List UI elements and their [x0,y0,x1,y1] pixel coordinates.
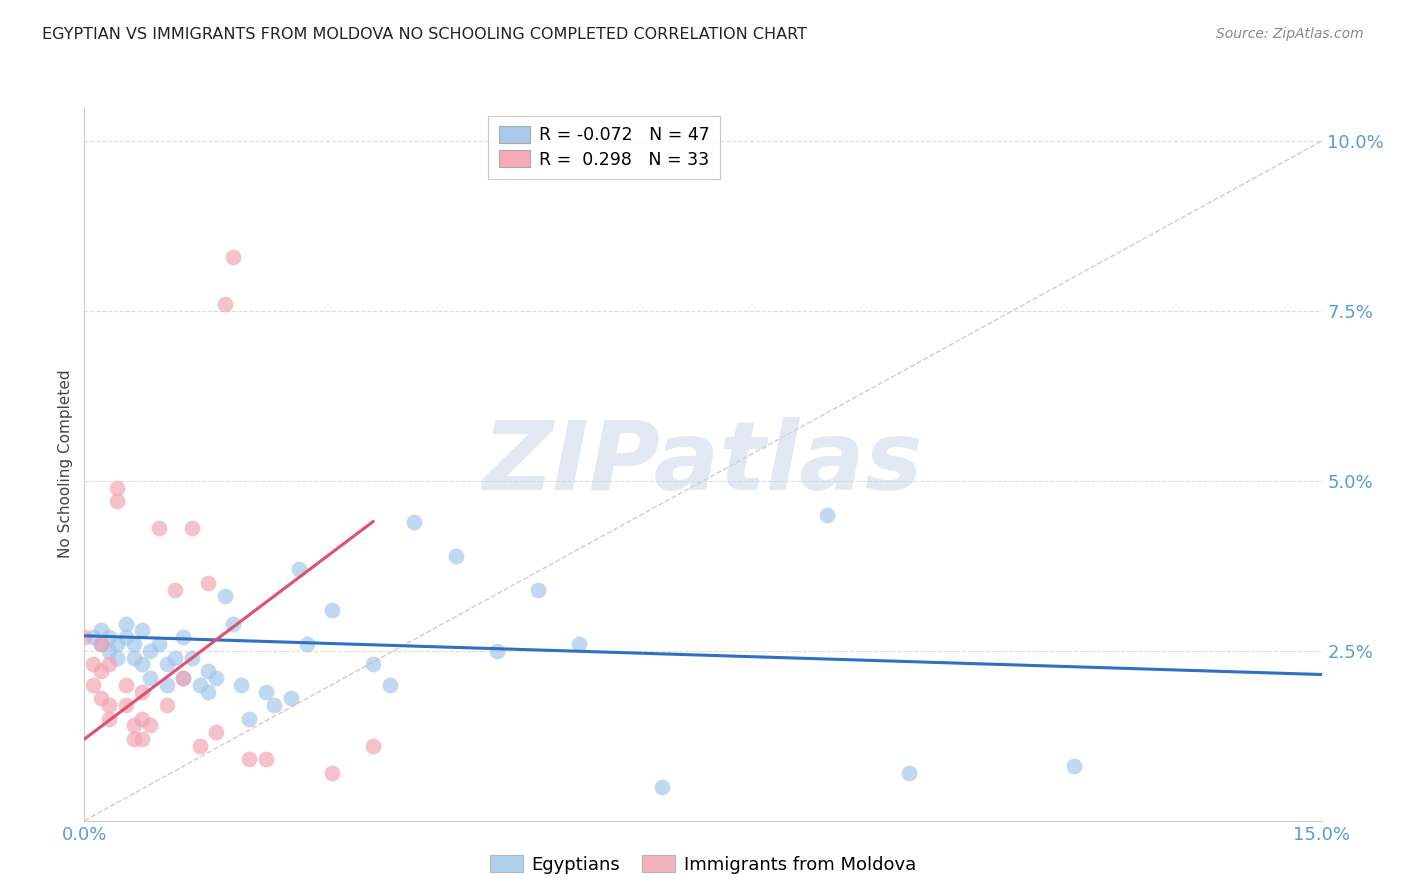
Point [148,521,170,535]
Point [254,684,277,698]
Point [214,590,236,604]
Point [105,481,128,495]
Point [90,691,112,706]
Point [404,515,426,529]
Point [205,671,228,685]
Point [114,616,136,631]
Point [98,712,121,726]
Point [82,657,104,672]
Y-axis label: No Schooling Completed: No Schooling Completed [58,369,73,558]
Point [156,657,179,672]
Point [188,678,211,692]
Point [122,637,145,651]
Point [172,671,194,685]
Point [98,630,121,644]
Point [73,630,96,644]
Text: Source: ZipAtlas.com: Source: ZipAtlas.com [1216,27,1364,41]
Point [321,766,343,780]
Point [280,691,302,706]
Point [114,630,136,644]
Point [444,549,467,563]
Point [651,780,673,794]
Point [105,650,128,665]
Point [131,712,153,726]
Point [114,678,136,692]
Point [1063,759,1085,773]
Point [222,616,245,631]
Point [568,637,591,651]
Point [105,637,128,651]
Point [815,508,838,522]
Point [188,739,211,753]
Point [98,698,121,712]
Point [114,698,136,712]
Point [263,698,285,712]
Point [321,603,343,617]
Point [139,718,162,732]
Point [205,725,228,739]
Point [82,678,104,692]
Point [139,671,162,685]
Point [180,521,202,535]
Point [361,657,384,672]
Point [527,582,550,597]
Point [122,732,145,747]
Legend: Egyptians, Immigrants from Moldova: Egyptians, Immigrants from Moldova [481,847,925,883]
Point [254,752,277,766]
Point [82,630,104,644]
Point [378,678,401,692]
Point [180,650,202,665]
Point [148,637,170,651]
Point [197,684,219,698]
Point [90,664,112,678]
Point [122,718,145,732]
Point [197,575,219,590]
Point [90,624,112,638]
Text: EGYPTIAN VS IMMIGRANTS FROM MOLDOVA NO SCHOOLING COMPLETED CORRELATION CHART: EGYPTIAN VS IMMIGRANTS FROM MOLDOVA NO S… [42,27,807,42]
Point [165,582,187,597]
Point [131,684,153,698]
Point [90,637,112,651]
Point [98,657,121,672]
Point [139,644,162,658]
Point [105,494,128,508]
Point [214,297,236,311]
Point [156,678,179,692]
Point [131,657,153,672]
Point [172,671,194,685]
Point [238,752,260,766]
Text: ZIPatlas: ZIPatlas [482,417,924,510]
Point [295,637,318,651]
Point [229,678,252,692]
Point [288,562,311,576]
Point [485,644,508,658]
Point [898,766,921,780]
Point [131,732,153,747]
Point [98,644,121,658]
Point [165,650,187,665]
Point [361,739,384,753]
Point [222,250,245,264]
Point [156,698,179,712]
Point [172,630,194,644]
Point [131,624,153,638]
Point [238,712,260,726]
Point [90,637,112,651]
Point [197,664,219,678]
Point [122,650,145,665]
